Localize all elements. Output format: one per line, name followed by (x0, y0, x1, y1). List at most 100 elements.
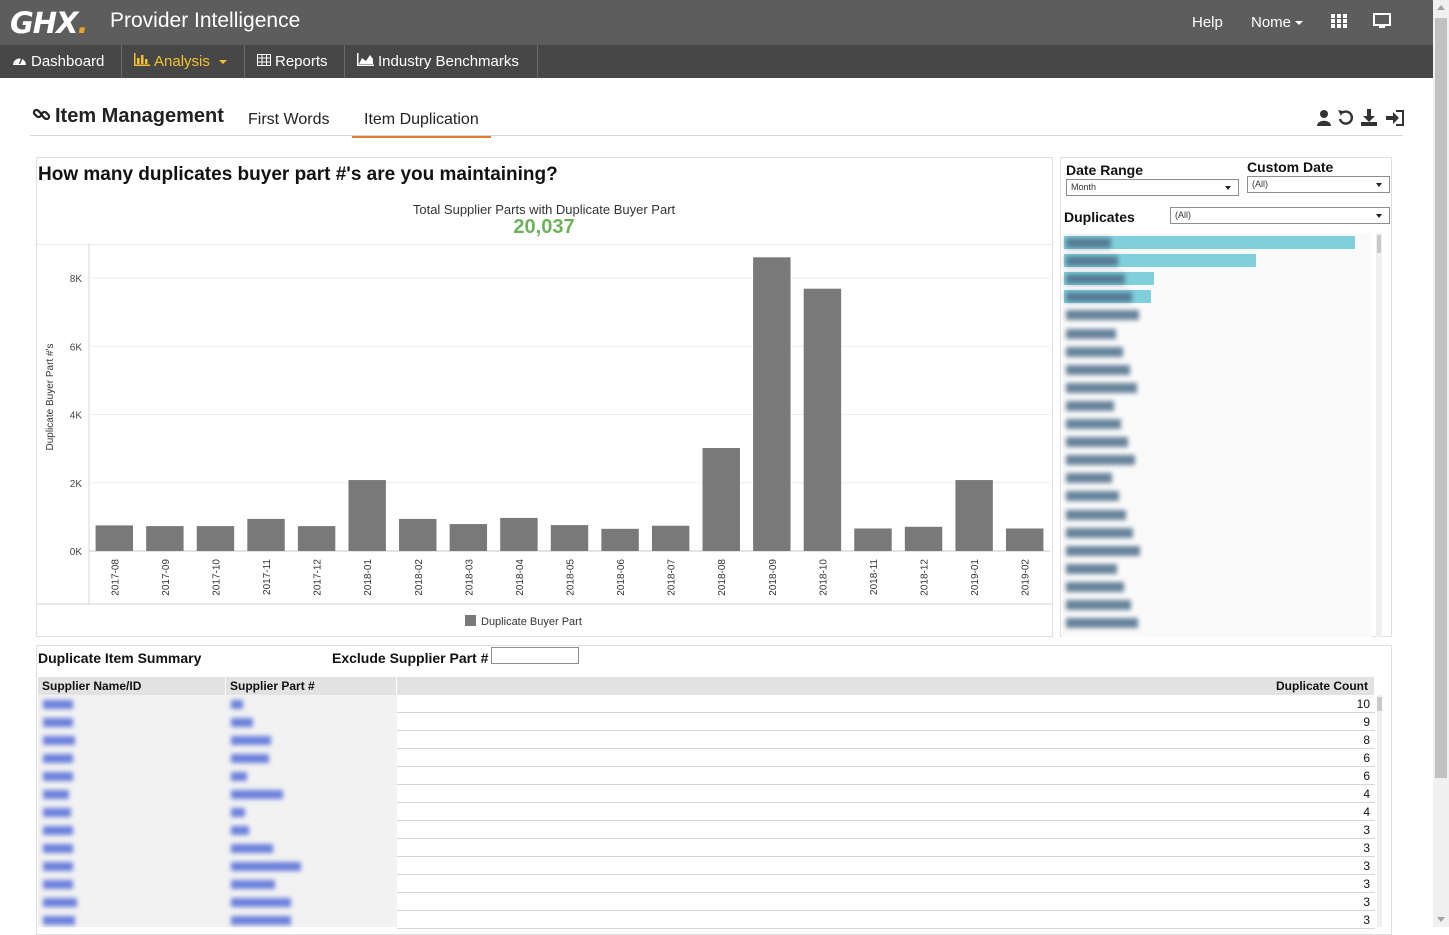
duplicate-value-label-redacted[interactable] (1066, 256, 1118, 267)
duplicates-scroll-thumb[interactable] (1377, 235, 1381, 253)
dropdown-arrow-icon (1225, 186, 1231, 190)
x-tick-label: 2018-07 (667, 559, 678, 596)
user-icon[interactable] (1317, 110, 1331, 126)
date-range-select[interactable]: Month (1066, 179, 1239, 196)
duplicate-value-label-redacted[interactable] (1066, 491, 1119, 502)
supplier-name-link-redacted[interactable] (43, 718, 73, 727)
supplier-part-link-redacted[interactable] (231, 754, 269, 763)
duplicate-value-label-redacted[interactable] (1066, 382, 1137, 393)
duplicate-value-label-redacted[interactable] (1066, 455, 1135, 466)
duplicate-value-label-redacted[interactable] (1066, 364, 1130, 375)
duplicate-count-cell: 4 (1363, 805, 1370, 819)
nav-analysis[interactable]: Analysis (122, 45, 245, 78)
supplier-name-link-redacted[interactable] (43, 862, 73, 871)
duplicate-value-label-redacted[interactable] (1066, 581, 1124, 592)
nav-reports[interactable]: Reports (245, 45, 345, 78)
duplicate-value-label-redacted[interactable] (1066, 310, 1139, 321)
duplicate-value-label-redacted[interactable] (1066, 545, 1140, 556)
duplicates-scrollbar[interactable] (1376, 233, 1382, 637)
page-scrollbar[interactable] (1433, 0, 1449, 927)
supplier-part-link-redacted[interactable] (231, 736, 271, 745)
custom-date-select[interactable]: (All) (1247, 176, 1390, 193)
duplicates-select[interactable]: (All) (1170, 207, 1390, 224)
row-divider (397, 910, 1375, 911)
supplier-part-link-redacted[interactable] (231, 790, 283, 799)
scrollbar-thumb[interactable] (1435, 18, 1447, 778)
column-header-supplier[interactable]: Supplier Name/ID (38, 677, 226, 695)
duplicate-value-label-redacted[interactable] (1066, 437, 1128, 448)
duplicate-count-cell: 3 (1363, 895, 1370, 909)
y-tick-label: 2K (70, 479, 83, 490)
x-tick-label: 2018-02 (414, 559, 425, 596)
tab-item-duplication[interactable]: Item Duplication (352, 111, 491, 138)
supplier-name-link-redacted[interactable] (43, 844, 73, 853)
tab-first-words[interactable]: First Words (248, 111, 330, 128)
supplier-name-link-redacted[interactable] (43, 808, 71, 817)
scroll-down-arrow-icon[interactable] (1437, 917, 1445, 922)
duplicates-bar-list[interactable] (1062, 233, 1372, 637)
exclude-supplier-part-input[interactable] (491, 647, 579, 664)
bar-2018-07 (651, 525, 690, 551)
user-menu[interactable]: Nome (1251, 14, 1304, 31)
supplier-part-link-redacted[interactable] (231, 700, 243, 709)
bar-2018-09 (753, 257, 791, 551)
revert-icon[interactable] (1338, 110, 1354, 125)
duplicate-value-label-redacted[interactable] (1066, 473, 1112, 484)
duplicate-value-label-redacted[interactable] (1066, 509, 1126, 520)
duplicate-value-label-redacted[interactable] (1066, 328, 1116, 339)
supplier-name-link-redacted[interactable] (43, 700, 73, 709)
duplicate-count-cell: 9 (1363, 715, 1370, 729)
supplier-name-link-redacted[interactable] (43, 916, 75, 925)
supplier-part-link-redacted[interactable] (231, 826, 249, 835)
monitor-icon[interactable] (1373, 13, 1391, 33)
supplier-name-link-redacted[interactable] (43, 754, 73, 763)
duplicate-value-bar[interactable] (1064, 236, 1355, 249)
supplier-name-link-redacted[interactable] (43, 790, 69, 799)
scroll-up-arrow-icon[interactable] (1437, 5, 1445, 10)
x-tick-label: 2018-08 (717, 559, 728, 596)
table-scrollbar[interactable] (1377, 695, 1382, 927)
duplicate-value-label-redacted[interactable] (1066, 238, 1111, 248)
nav-dashboard[interactable]: Dashboard (0, 45, 122, 78)
duplicate-value-label-redacted[interactable] (1066, 563, 1117, 574)
duplicate-count-cell: 3 (1363, 823, 1370, 837)
supplier-name-link-redacted[interactable] (43, 880, 73, 889)
row-divider (397, 748, 1375, 749)
bar-2017-12 (297, 526, 336, 551)
supplier-name-link-redacted[interactable] (43, 826, 73, 835)
duplicate-value-label-redacted[interactable] (1066, 346, 1123, 357)
nav-industry-benchmarks[interactable]: Industry Benchmarks (345, 45, 538, 78)
supplier-name-link-redacted[interactable] (43, 736, 75, 745)
help-link[interactable]: Help (1192, 14, 1223, 31)
supplier-part-link-redacted[interactable] (231, 772, 247, 781)
duplicate-value-label-redacted[interactable] (1066, 527, 1133, 538)
duplicate-value-label-redacted[interactable] (1066, 618, 1138, 629)
supplier-part-link-redacted[interactable] (231, 880, 275, 889)
x-tick-label: 2017-12 (313, 559, 324, 596)
duplicates-value: (All) (1175, 210, 1191, 220)
supplier-part-link-redacted[interactable] (231, 898, 291, 907)
duplicate-value-label-redacted[interactable] (1066, 292, 1132, 303)
supplier-part-link-redacted[interactable] (231, 844, 273, 853)
supplier-part-link-redacted[interactable] (231, 916, 291, 925)
supplier-part-link-redacted[interactable] (231, 718, 253, 727)
duplicate-value-label-redacted[interactable] (1066, 419, 1121, 429)
row-divider (397, 892, 1375, 893)
dropdown-arrow-icon (1376, 183, 1382, 187)
column-header-part[interactable]: Supplier Part # (226, 677, 397, 695)
apps-grid-icon[interactable] (1331, 13, 1347, 33)
table-scroll-thumb[interactable] (1377, 697, 1382, 711)
y-tick-label: 8K (70, 274, 83, 285)
download-icon[interactable] (1361, 109, 1377, 126)
ghx-logo[interactable]: GHX. (10, 6, 88, 40)
supplier-part-link-redacted[interactable] (231, 862, 301, 871)
date-range-label: Date Range (1066, 162, 1144, 178)
supplier-part-link-redacted[interactable] (231, 808, 245, 817)
duplicate-value-label-redacted[interactable] (1066, 274, 1125, 285)
share-icon[interactable] (1386, 110, 1404, 126)
duplicate-value-label-redacted[interactable] (1066, 400, 1114, 411)
supplier-name-link-redacted[interactable] (43, 772, 73, 781)
supplier-name-link-redacted[interactable] (43, 898, 77, 907)
duplicate-value-label-redacted[interactable] (1066, 600, 1131, 610)
column-header-count[interactable]: Duplicate Count (397, 677, 1375, 695)
